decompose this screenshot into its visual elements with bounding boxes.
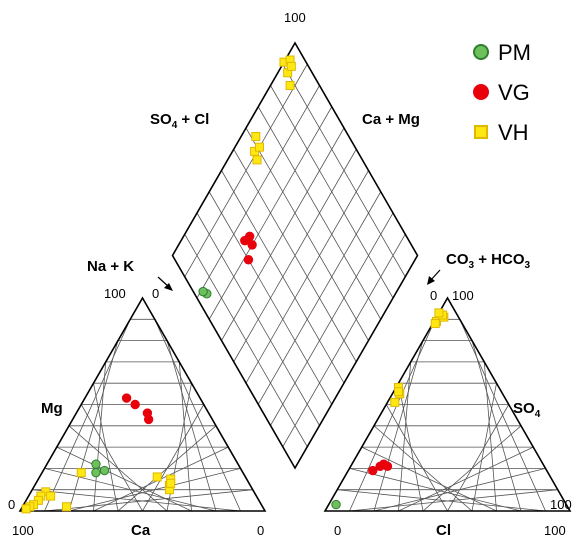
diamond-grid-line bbox=[257, 106, 382, 320]
legend-label-vh: VH bbox=[498, 120, 529, 145]
anion-point-vh bbox=[390, 397, 400, 407]
diamond-point-vh bbox=[251, 132, 261, 141]
grid-lines bbox=[32, 64, 558, 512]
cation-grid-line bbox=[68, 425, 168, 512]
anion-point-vh bbox=[430, 319, 440, 329]
tick-anion-bottom-right: 100 bbox=[544, 523, 566, 538]
diamond-grid-line bbox=[208, 106, 333, 320]
tick-cation-top: 100 bbox=[104, 286, 126, 301]
cation-grid-line bbox=[56, 446, 192, 512]
diamond-point-pm bbox=[198, 286, 208, 297]
anion-triangle-frame bbox=[323, 296, 572, 512]
cation-point-vg bbox=[143, 414, 154, 425]
cation-grid-line bbox=[178, 361, 192, 512]
anion-grid-line bbox=[459, 319, 546, 512]
label-ca-mg: Ca + Mg bbox=[362, 111, 420, 128]
label-na-k: Na + K bbox=[87, 258, 134, 275]
cation-grid-line bbox=[80, 404, 143, 512]
tick-anion-top: 100 bbox=[452, 288, 474, 303]
cation-point-vh bbox=[76, 468, 86, 478]
anion-point-vg bbox=[382, 461, 393, 471]
diamond-point-vh bbox=[254, 142, 264, 152]
tick-cation-bottom-left: 100 bbox=[12, 523, 34, 538]
diamond-grid-line bbox=[184, 64, 308, 277]
cation-point-vh bbox=[166, 478, 176, 488]
cation-point-vg bbox=[130, 399, 140, 410]
cation-point-vh bbox=[152, 472, 162, 482]
anion-grid-line bbox=[483, 361, 497, 512]
cation-point-vg bbox=[121, 393, 132, 403]
diamond-point-vh bbox=[286, 61, 296, 71]
diamond-point-vh bbox=[285, 81, 295, 90]
cation-point-pm bbox=[91, 467, 101, 478]
diamond-grid-line bbox=[270, 85, 394, 299]
cation-point-vh bbox=[62, 502, 72, 512]
anion-point-vg bbox=[368, 465, 378, 476]
cation-grid-line bbox=[142, 404, 205, 512]
anion-point-vh bbox=[394, 387, 403, 397]
anion-grid-line bbox=[385, 404, 448, 512]
tick-cation-top-zero: 0 bbox=[152, 286, 159, 301]
legend-label-pm: PM bbox=[498, 40, 531, 65]
legend-marker-vg bbox=[473, 84, 489, 100]
anion-grid-line bbox=[337, 489, 546, 512]
diamond-point-vg bbox=[247, 240, 257, 250]
cation-grid-line bbox=[166, 340, 217, 512]
label-cl: Cl bbox=[436, 522, 451, 539]
plot-frames bbox=[18, 41, 572, 512]
diamond-point-vh bbox=[252, 155, 262, 165]
anion-grid-line bbox=[349, 468, 522, 512]
anion-grid-line bbox=[373, 425, 473, 512]
cation-point-vh bbox=[21, 504, 31, 514]
label-ca: Ca bbox=[131, 522, 151, 539]
cation-triangle-frame bbox=[18, 296, 267, 512]
cation-point-vh bbox=[46, 491, 56, 501]
anion-grid-line bbox=[471, 340, 522, 512]
label-so4-cl: SO4 + Cl bbox=[150, 111, 209, 131]
tick-cation-bottom-right: 0 bbox=[257, 523, 264, 538]
legend-marker-vh bbox=[474, 125, 488, 139]
tick-anion-top-zero: 0 bbox=[430, 288, 437, 303]
tick-diamond-top: 100 bbox=[284, 10, 306, 25]
tick-cation-left-zero: 0 bbox=[8, 497, 15, 512]
cation-grid-line bbox=[32, 489, 241, 512]
legend: PM VG VH bbox=[473, 40, 531, 145]
label-co3-hco3: CO3 + HCO3 bbox=[446, 251, 531, 271]
diamond-grid-line bbox=[196, 85, 320, 299]
cation-point-pm bbox=[99, 465, 110, 476]
arrow-co3-hco3 bbox=[427, 269, 441, 285]
cation-grid-line bbox=[154, 319, 241, 512]
anion-grid-line bbox=[447, 404, 510, 512]
label-mg: Mg bbox=[41, 400, 63, 417]
diamond-point-vg bbox=[244, 231, 255, 242]
tick-anion-bottom-left: 0 bbox=[334, 523, 341, 538]
arrow-na-k bbox=[157, 276, 173, 291]
diamond-point-vg bbox=[243, 255, 254, 265]
legend-label-vg: VG bbox=[498, 80, 530, 105]
cation-point-pm bbox=[91, 459, 101, 469]
data-points bbox=[21, 55, 449, 514]
label-so4: SO4 bbox=[513, 400, 541, 420]
diamond-grid-line bbox=[245, 127, 369, 341]
diamond-grid-line bbox=[233, 149, 357, 362]
legend-marker-pm bbox=[473, 44, 489, 60]
anion-grid-line bbox=[471, 383, 497, 512]
diamond-frame bbox=[171, 41, 419, 470]
tick-anion-right: 100 bbox=[550, 497, 572, 512]
anion-point-vh bbox=[434, 308, 444, 318]
diamond-grid-line bbox=[221, 127, 345, 341]
anion-point-pm bbox=[331, 499, 341, 510]
diamond-grid-line bbox=[282, 64, 406, 277]
anion-grid-line bbox=[361, 446, 497, 512]
cation-grid-line bbox=[44, 468, 217, 512]
